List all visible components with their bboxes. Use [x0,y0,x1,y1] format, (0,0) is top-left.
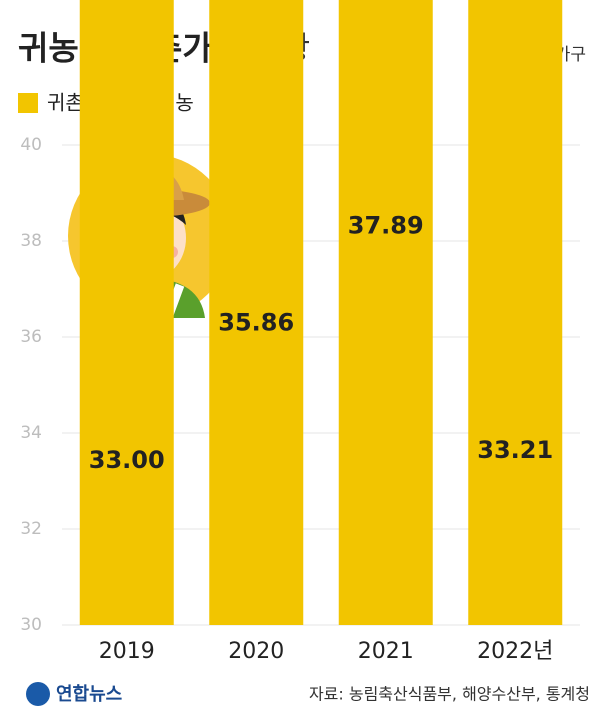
y-tick-label: 38 [20,231,42,251]
legend-label: 귀촌 [47,91,84,115]
source: 자료: 농림축산식품부, 해양수산부, 통계청 [309,685,590,704]
logo: 연합뉴스 [26,682,122,706]
logo-text: 연합뉴스 [56,683,122,705]
bar-segment [79,0,174,625]
bar-segment [468,0,563,625]
y-tick-label: 36 [20,327,42,347]
total-label: 37.89 [348,211,424,239]
legend-swatch [18,93,38,113]
total-label: 35.86 [218,309,294,337]
total-label: 33.00 [89,446,165,474]
bar-segment [338,0,433,625]
logo-icon [26,682,50,706]
y-tick-label: 32 [20,519,42,539]
x-tick-label: 2022년 [477,639,553,664]
x-tick-label: 2019 [99,639,155,664]
x-tick-label: 2021 [358,639,414,664]
y-tick-label: 40 [20,135,42,155]
x-tick-label: 2020 [228,639,284,664]
y-tick-label: 34 [20,423,42,443]
total-label: 33.21 [477,436,553,464]
bar-segment [209,0,304,625]
y-tick-label: 30 [20,615,42,635]
